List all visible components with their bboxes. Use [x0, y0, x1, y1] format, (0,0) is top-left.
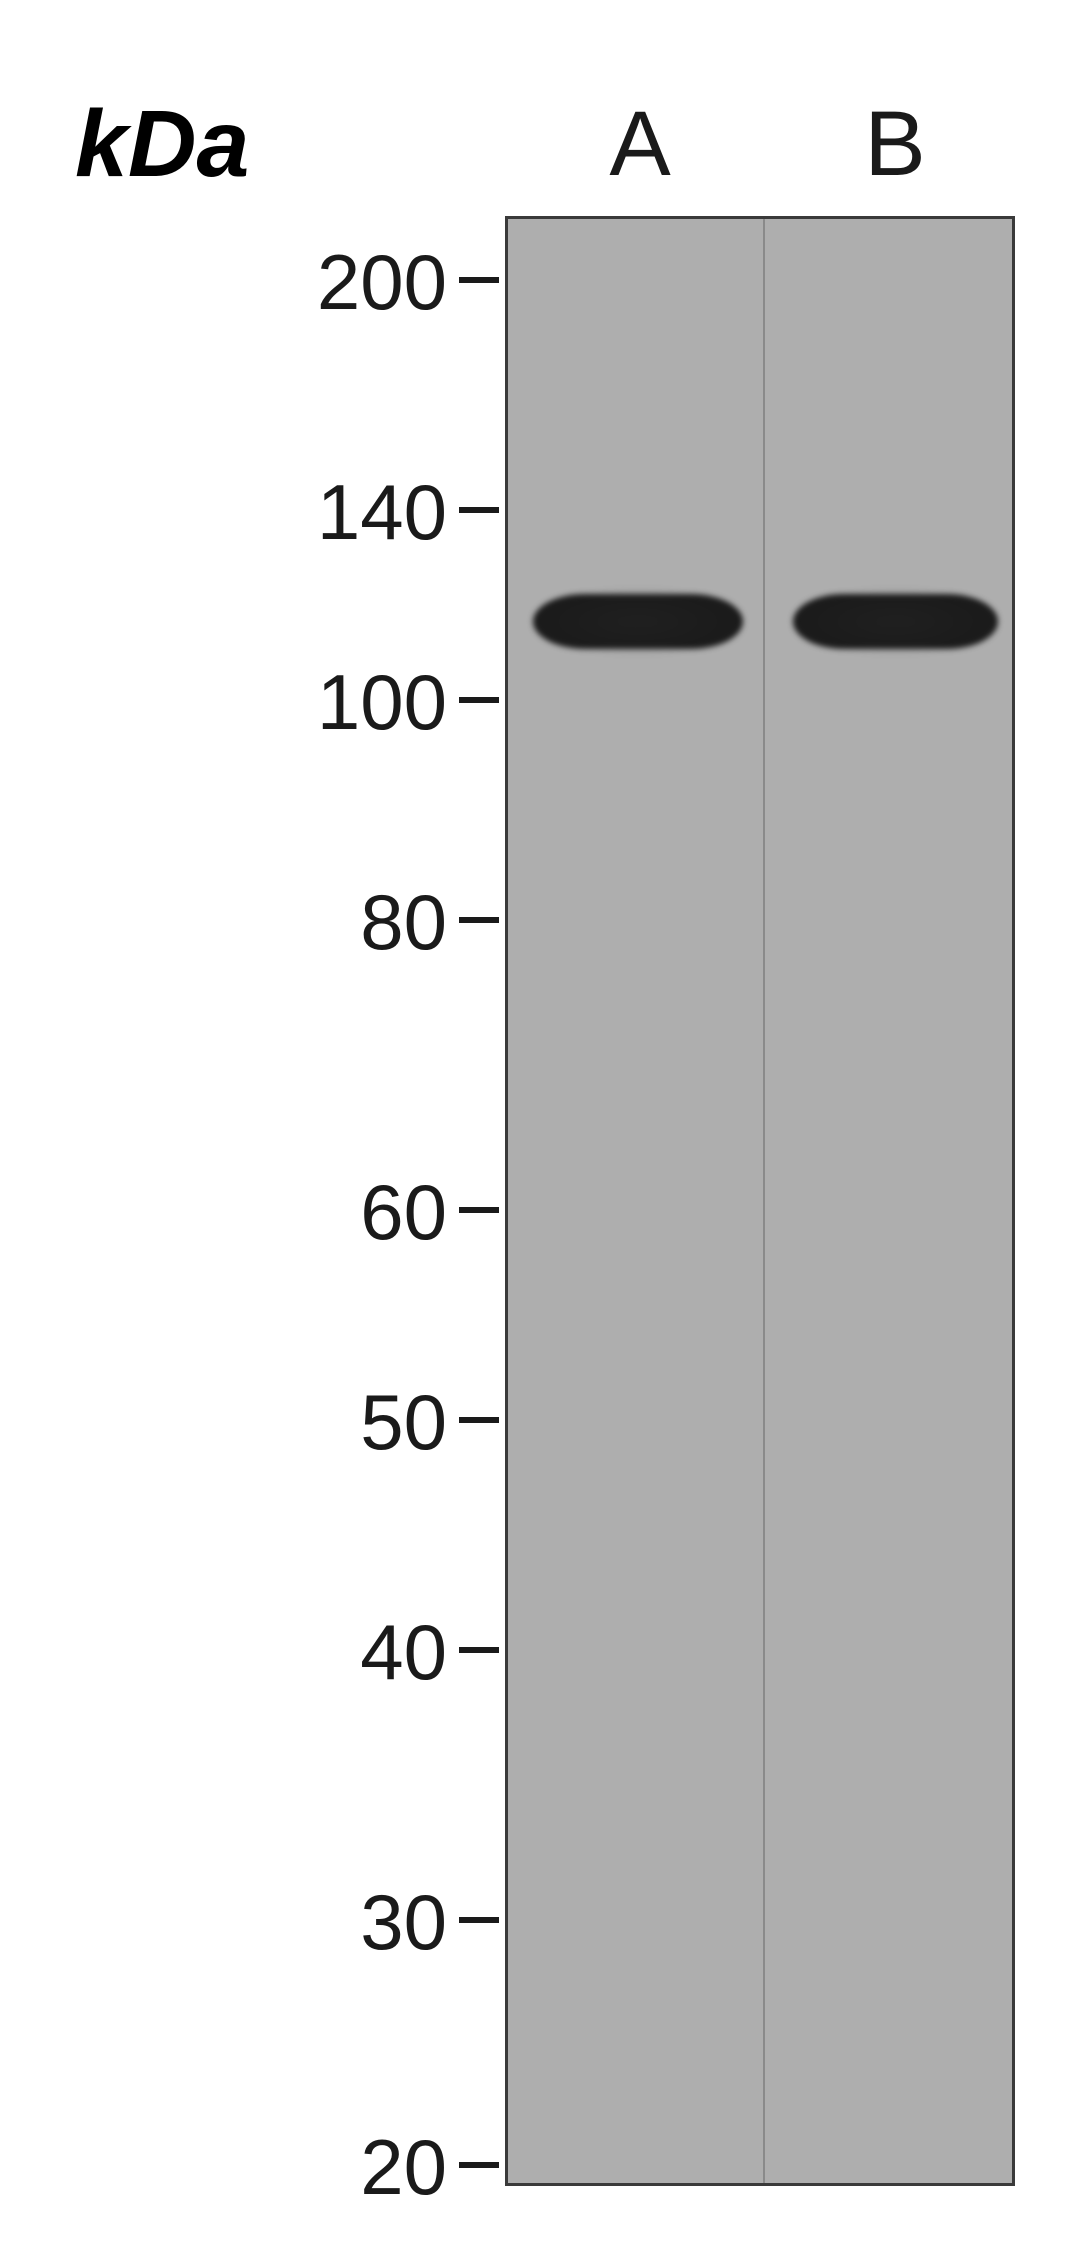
marker-label-100: 100 — [247, 657, 447, 748]
lane-label-a: A — [609, 92, 670, 197]
band-lane-b — [793, 594, 998, 649]
lane-label-b: B — [864, 92, 925, 197]
marker-tick-40 — [459, 1647, 499, 1653]
marker-tick-30 — [459, 1917, 499, 1923]
marker-tick-200 — [459, 277, 499, 283]
marker-tick-20 — [459, 2162, 499, 2168]
marker-label-80: 80 — [247, 877, 447, 968]
marker-label-200: 200 — [247, 237, 447, 328]
marker-label-50: 50 — [247, 1377, 447, 1468]
marker-tick-80 — [459, 917, 499, 923]
y-axis-title: kDa — [75, 90, 249, 199]
marker-label-30: 30 — [247, 1877, 447, 1968]
marker-label-40: 40 — [247, 1607, 447, 1698]
blot-container: kDa A B 200 140 100 80 60 50 40 30 20 — [0, 0, 1080, 2250]
marker-tick-100 — [459, 697, 499, 703]
blot-membrane — [505, 216, 1015, 2186]
marker-tick-140 — [459, 507, 499, 513]
lane-divider — [763, 219, 765, 2183]
marker-label-60: 60 — [247, 1167, 447, 1258]
marker-tick-50 — [459, 1417, 499, 1423]
band-lane-a — [533, 594, 743, 649]
marker-label-140: 140 — [247, 467, 447, 558]
marker-tick-60 — [459, 1207, 499, 1213]
marker-label-20: 20 — [247, 2122, 447, 2213]
